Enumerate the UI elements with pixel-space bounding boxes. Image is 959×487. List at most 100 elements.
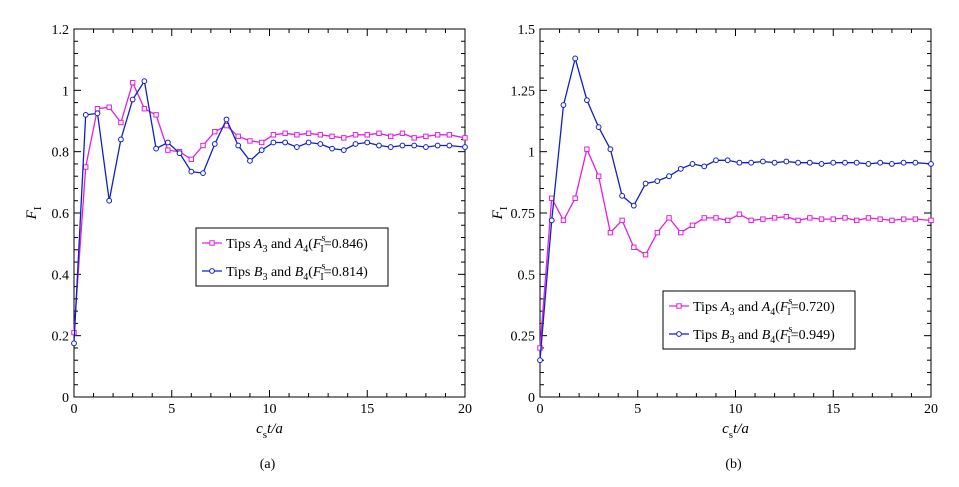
data-point-circle bbox=[376, 142, 382, 149]
data-point-circle bbox=[176, 150, 183, 157]
data-point-circle bbox=[364, 139, 371, 146]
x-tick-label: 10 bbox=[263, 402, 277, 417]
legend-text-f: F bbox=[779, 328, 789, 343]
data-point-square bbox=[736, 211, 743, 217]
data-point-square bbox=[129, 79, 136, 86]
series-tips-b bbox=[71, 78, 468, 347]
data-point-circle bbox=[462, 144, 468, 150]
legend-text-sub1: 3 bbox=[729, 335, 734, 346]
data-point-square bbox=[900, 216, 907, 222]
data-point-square bbox=[748, 217, 754, 224]
data-point-square bbox=[631, 244, 637, 251]
data-point-square bbox=[537, 345, 543, 351]
legend-marker-circle bbox=[676, 331, 682, 337]
data-point-square bbox=[446, 132, 453, 138]
legend-text-tip1: A bbox=[720, 300, 730, 315]
legend: Tips A3 and A4(Fs I=0.846)Tips B3 and B4(… bbox=[195, 227, 389, 287]
data-point-square bbox=[795, 217, 801, 224]
data-point-circle bbox=[537, 357, 543, 364]
legend-text-paren: ( bbox=[775, 328, 780, 343]
x-axis-label-rest: t/a bbox=[733, 421, 749, 437]
data-point-circle bbox=[548, 217, 555, 224]
data-point-square bbox=[270, 132, 277, 138]
legend-text-subI: I bbox=[320, 244, 323, 255]
data-point-circle bbox=[806, 159, 813, 166]
data-point-square bbox=[654, 229, 660, 236]
legend-entry: Tips B3 and B4(Fs I=0.949) bbox=[693, 324, 835, 346]
data-point-circle bbox=[329, 145, 335, 152]
data-point-circle bbox=[153, 145, 160, 152]
data-point-square bbox=[83, 164, 89, 170]
data-point-square bbox=[713, 215, 719, 221]
data-point-circle bbox=[200, 170, 206, 177]
legend-text-sub1: 3 bbox=[262, 272, 267, 283]
data-point-circle bbox=[94, 110, 101, 117]
data-point-square bbox=[724, 217, 731, 224]
data-point-square bbox=[376, 130, 382, 136]
y-tick-label: 0.5 bbox=[518, 268, 536, 283]
series-line bbox=[539, 55, 932, 361]
series-tips-a bbox=[537, 146, 934, 351]
data-point-circle bbox=[853, 159, 860, 166]
data-point-circle bbox=[701, 163, 708, 170]
series-tips-b bbox=[537, 55, 934, 364]
data-point-circle bbox=[106, 197, 113, 204]
data-point-square bbox=[118, 119, 124, 126]
legend-text-sup: s bbox=[788, 324, 792, 335]
legend-text-subI: I bbox=[787, 335, 790, 346]
legend-text-tip2: A bbox=[294, 237, 304, 252]
legend-text-sup: s bbox=[321, 233, 325, 244]
legend-text-value: =0.846) bbox=[324, 237, 368, 252]
data-point-square bbox=[584, 146, 590, 152]
data-point-circle bbox=[423, 144, 429, 150]
y-axis-label: FI bbox=[24, 206, 44, 220]
x-axis-label-sub: s bbox=[729, 429, 733, 441]
data-point-circle bbox=[129, 96, 136, 103]
data-point-square bbox=[388, 133, 394, 140]
data-point-circle bbox=[352, 141, 359, 147]
data-point-square bbox=[842, 215, 848, 221]
legend-text-pre: Tips bbox=[693, 328, 721, 343]
legend-text-sub2: 4 bbox=[303, 272, 308, 283]
data-point-circle bbox=[211, 141, 218, 147]
series-line bbox=[539, 147, 932, 348]
data-point-square bbox=[607, 229, 614, 236]
data-point-circle bbox=[305, 139, 312, 146]
legend-text-f: F bbox=[312, 237, 322, 252]
x-axis-label-main: c bbox=[722, 421, 729, 437]
data-point-circle bbox=[411, 142, 418, 149]
legend-text-sup: s bbox=[321, 261, 325, 272]
legend-text-mid: and bbox=[734, 328, 761, 343]
data-point-circle bbox=[223, 116, 230, 123]
legend-marker-square bbox=[209, 240, 215, 246]
y-tick-label: 1 bbox=[62, 84, 69, 99]
legend-box bbox=[195, 227, 389, 287]
data-point-square bbox=[305, 130, 312, 136]
data-point-square bbox=[678, 229, 684, 236]
data-point-circle bbox=[235, 142, 242, 149]
data-point-circle bbox=[399, 142, 406, 149]
data-point-square bbox=[141, 106, 148, 112]
data-point-circle bbox=[118, 136, 124, 143]
legend-text-pre: Tips bbox=[226, 237, 254, 252]
data-point-square bbox=[865, 215, 872, 221]
y-axis-label-main: F bbox=[490, 209, 506, 220]
data-point-circle bbox=[865, 161, 872, 167]
data-point-circle bbox=[689, 161, 696, 167]
data-point-square bbox=[560, 217, 567, 224]
data-point-circle bbox=[446, 142, 453, 149]
legend-text-paren: ( bbox=[775, 300, 780, 315]
panel-caption: (b) bbox=[725, 457, 742, 472]
x-tick-label: 20 bbox=[458, 402, 472, 417]
y-tick-label: 1 bbox=[528, 146, 535, 161]
data-point-circle bbox=[642, 180, 649, 187]
data-point-circle bbox=[82, 111, 89, 118]
data-point-circle bbox=[842, 159, 848, 166]
data-point-square bbox=[760, 216, 766, 222]
data-point-circle bbox=[607, 146, 614, 153]
legend-box bbox=[662, 290, 856, 350]
legend-text-subI: I bbox=[320, 272, 323, 283]
data-point-circle bbox=[247, 157, 253, 164]
legend-entry: Tips A3 and A4(Fs I=0.846) bbox=[226, 233, 368, 255]
